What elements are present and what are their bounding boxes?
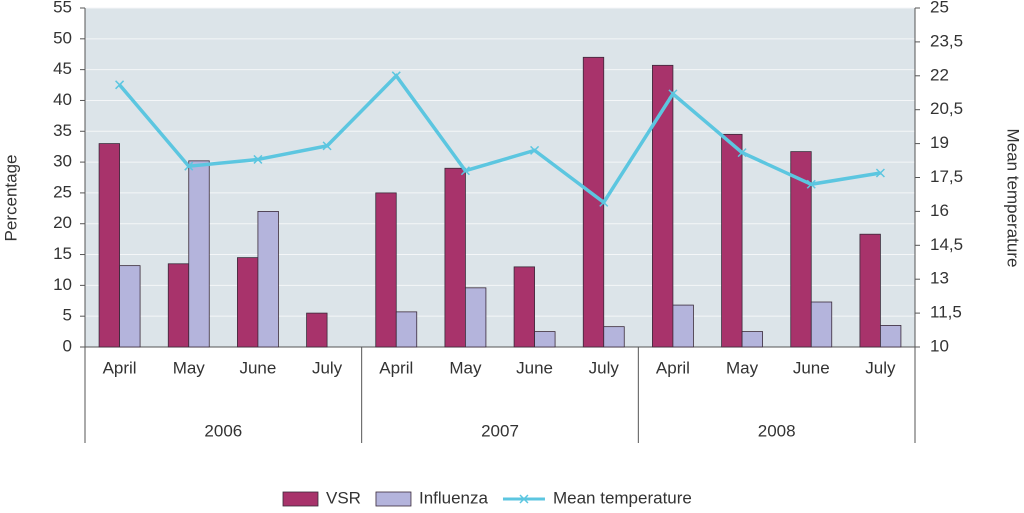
x-group-label: 2007 [481,421,519,440]
y-tick-label: 35 [53,121,72,140]
y-tick-label: 30 [53,152,72,171]
y-tick-label: 40 [53,90,72,109]
x-group-label: 2008 [758,421,796,440]
y2-tick-label: 22 [930,65,949,84]
marker [115,80,125,90]
x-group-label: 2006 [204,421,242,440]
x-tick-label: June [793,358,830,377]
y2-tick-label: 11,5 [930,303,962,322]
bar [790,151,812,348]
bar [810,301,833,348]
bar [306,312,328,348]
marker [668,89,678,99]
bar [395,311,418,348]
y2-axis-label: Mean temperature [1004,129,1023,268]
x-tick-label: June [516,358,553,377]
bar [444,167,466,348]
y-tick-label: 20 [53,213,72,232]
bar [119,265,141,348]
bar [534,331,556,348]
y2-tick-label: 10 [930,336,949,355]
x-tick-label: July [312,358,343,377]
bar [513,266,535,348]
bar [859,233,881,348]
x-tick-label: April [103,358,137,377]
marker [530,145,540,155]
marker [391,71,401,81]
line [118,73,881,205]
legend-swatch [519,494,529,504]
y-tick-label: 0 [63,336,72,355]
y2-tick-label: 20,5 [930,99,963,118]
marker [253,154,263,164]
bar [257,210,279,348]
bar [375,192,397,348]
y-tick-label: 15 [53,244,72,263]
plot-area [85,8,915,347]
bar [167,263,190,348]
legend-swatch [375,491,412,507]
y-tick-label: 10 [53,275,72,294]
x-tick-label: June [239,358,276,377]
legend-swatch [282,491,319,507]
y2-tick-label: 17,5 [930,167,963,186]
marker [806,179,816,189]
y-tick-label: 55 [53,0,72,16]
bar [721,133,743,348]
y2-tick-label: 25 [930,0,949,16]
x-tick-label: April [379,358,413,377]
y2-tick-label: 19 [930,133,949,152]
marker [599,197,609,207]
marker [875,168,885,178]
x-tick-label: May [726,358,759,377]
x-tick-label: July [865,358,896,377]
x-tick-label: April [656,358,690,377]
y-axis-label: Percentage [1,155,20,242]
bar [98,143,120,348]
bar [880,325,902,348]
y-tick-label: 25 [53,182,72,201]
legend-label: VSR [326,488,361,507]
bar [672,304,694,348]
x-tick-label: May [449,358,482,377]
bar [603,326,625,348]
y-tick-label: 45 [53,59,72,78]
y2-tick-label: 23,5 [930,31,963,50]
marker [322,141,332,151]
y2-tick-label: 14,5 [930,235,963,254]
y2-tick-label: 13 [930,269,949,288]
marker [460,166,470,176]
x-tick-label: May [173,358,206,377]
x-tick-label: July [589,358,620,377]
legend-label: Influenza [419,488,489,507]
y2-tick-label: 16 [930,201,949,220]
bar [465,287,487,348]
bar [237,257,259,348]
y-tick-label: 5 [63,306,72,325]
marker [737,148,747,158]
bar [188,160,210,348]
y-tick-label: 50 [53,28,72,47]
marker [184,161,194,171]
bar [652,64,674,348]
legend-label: Mean temperature [553,488,692,507]
bar [741,331,763,348]
